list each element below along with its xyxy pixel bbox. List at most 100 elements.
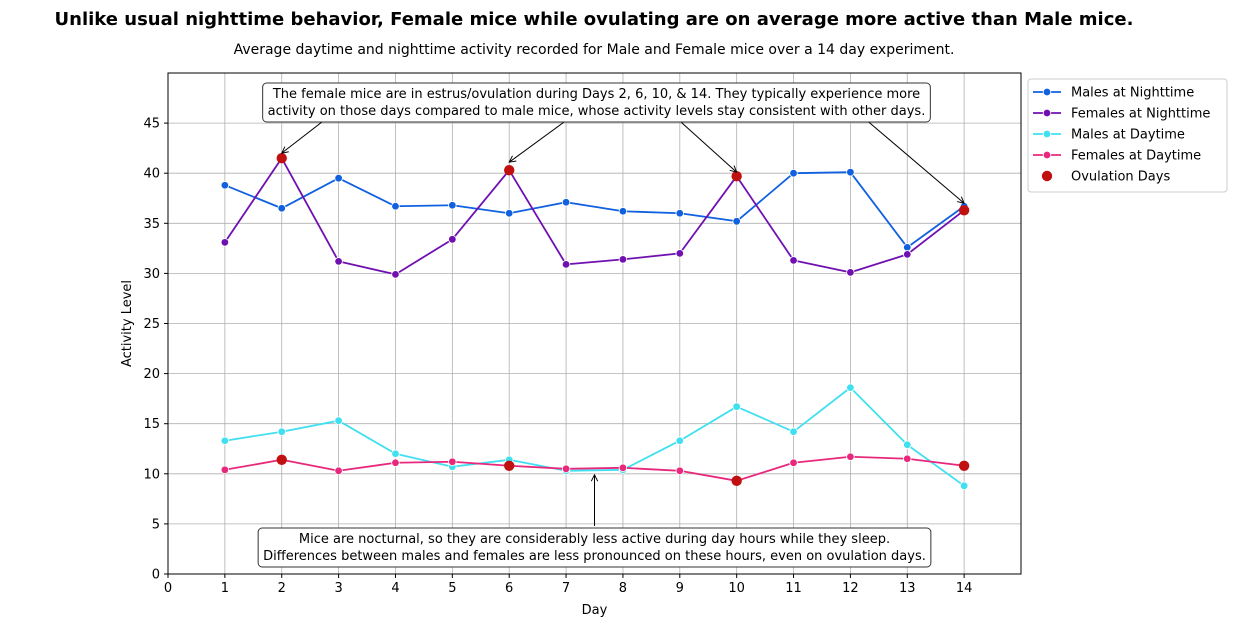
y-axis-label: Activity Level (120, 280, 135, 367)
annotation-arrow (509, 120, 566, 162)
y-tick-label: 40 (143, 167, 160, 182)
data-point (448, 235, 457, 244)
y-tick-label: 0 (152, 568, 160, 583)
legend-label: Ovulation Days (1071, 170, 1170, 185)
y-tick-label: 45 (143, 117, 160, 132)
series-line (224, 157, 965, 276)
data-point (334, 174, 343, 183)
ovulation-marker (731, 475, 742, 487)
legend-label: Males at Nighttime (1071, 86, 1194, 101)
top-annotation: The female mice are in estrus/ovulation … (262, 82, 931, 123)
data-point (277, 204, 286, 213)
x-tick-label: 5 (448, 581, 456, 596)
data-point (903, 243, 912, 252)
data-point (220, 465, 230, 474)
annotation-box (257, 527, 932, 568)
top-annotation-arrows (282, 120, 964, 203)
legend-swatch-marker (1042, 108, 1052, 118)
data-point (903, 440, 912, 449)
annotation-box (262, 82, 931, 123)
x-tick-label: 14 (956, 581, 973, 596)
annotations: The female mice are in estrus/ovulation … (257, 82, 964, 568)
data-point (220, 436, 230, 445)
legend-item: Ovulation Days (1041, 170, 1170, 185)
data-point (789, 427, 798, 436)
ovulation-markers (276, 152, 970, 487)
data-point (789, 168, 798, 178)
x-tick-label: 0 (164, 581, 172, 596)
ovulation-marker (276, 152, 287, 164)
data-point (334, 257, 343, 266)
series-line (224, 455, 965, 482)
y-tick-label: 5 (152, 517, 160, 532)
data-point (789, 256, 798, 265)
ovulation-marker (958, 460, 970, 471)
data-point (561, 464, 571, 473)
x-tick-label: 2 (278, 581, 286, 596)
data-point (391, 202, 400, 211)
x-tick-label: 11 (785, 581, 802, 596)
data-point (391, 458, 400, 467)
data-point (846, 268, 855, 277)
data-point (334, 416, 343, 425)
data-point (391, 449, 400, 458)
data-point (789, 458, 798, 467)
annotation-text: The female mice are in estrus/ovulation … (272, 87, 920, 102)
chart-subtitle: Average daytime and nighttime activity r… (234, 42, 955, 58)
y-tick-label: 10 (143, 467, 160, 482)
annotation-text: Mice are nocturnal, so they are consider… (299, 532, 890, 547)
legend-swatch-marker (1042, 87, 1052, 97)
legend-label: Females at Daytime (1071, 149, 1201, 164)
data-point (846, 383, 855, 392)
data-point (903, 250, 912, 259)
data-point (334, 466, 343, 475)
series-2 (220, 383, 969, 491)
series-layer (220, 153, 969, 491)
series-0 (220, 167, 969, 252)
series-line (224, 386, 965, 487)
legend-swatch-marker (1042, 129, 1052, 139)
x-tick-label: 4 (391, 581, 399, 596)
x-tick-label: 13 (899, 581, 916, 596)
data-point (732, 402, 741, 411)
data-point (675, 249, 684, 258)
x-tick-label: 7 (562, 581, 570, 596)
annotation-arrow (282, 120, 324, 153)
legend-label: Males at Daytime (1071, 128, 1185, 143)
annotation-text: activity on those days compared to male … (268, 104, 926, 119)
data-point (448, 457, 457, 466)
data-point (675, 209, 684, 218)
data-point (618, 255, 628, 264)
data-point (448, 201, 457, 210)
x-tick-label: 12 (842, 581, 859, 596)
y-tick-label: 30 (143, 267, 160, 282)
x-tick-label: 6 (505, 581, 513, 596)
ovulation-marker (958, 205, 970, 216)
series-line (224, 171, 965, 249)
ovulation-marker (504, 460, 515, 471)
data-point (220, 181, 230, 190)
ovulation-marker (276, 454, 287, 465)
chart-title: Unlike usual nighttime behavior, Female … (55, 9, 1134, 30)
data-point (846, 167, 855, 177)
data-point (903, 454, 912, 463)
data-point (618, 207, 628, 216)
data-point (220, 238, 230, 247)
data-point (846, 452, 855, 461)
x-tick-label: 3 (334, 581, 342, 596)
y-tick-label: 35 (143, 217, 160, 232)
data-point (561, 198, 571, 207)
legend-label: Females at Nighttime (1071, 107, 1210, 122)
grid-lines (167, 73, 1021, 575)
annotation-text: Differences between males and females ar… (263, 549, 926, 564)
legend-item: Males at Daytime (1033, 128, 1185, 143)
data-point (277, 427, 286, 436)
data-point (561, 260, 571, 269)
data-point (505, 209, 514, 218)
data-point (959, 481, 969, 491)
legend-item: Males at Nighttime (1033, 86, 1194, 101)
y-tick-label: 15 (143, 417, 160, 432)
legend-box (1027, 78, 1228, 193)
legend: Males at Nighttime Females at Nighttime Ma… (1027, 78, 1228, 193)
